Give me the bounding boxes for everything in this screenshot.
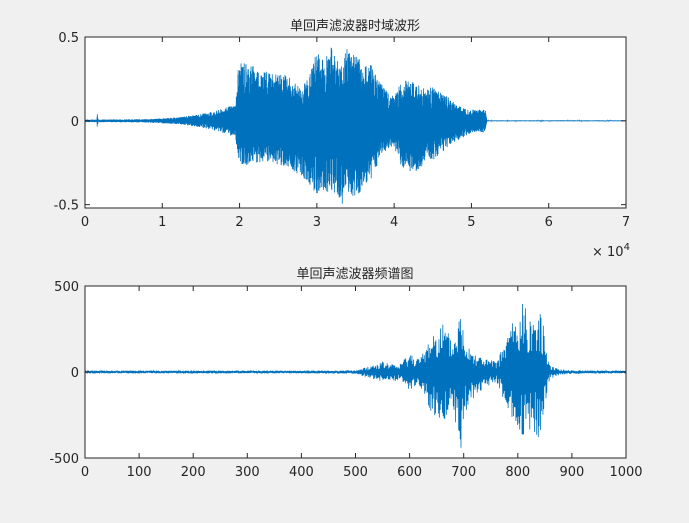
x-tick-label: 200 bbox=[181, 465, 206, 480]
axes-box-spectrum bbox=[84, 285, 627, 459]
x-exponent-label: × 104 bbox=[592, 242, 630, 260]
x-tick-label: 4 bbox=[390, 215, 398, 230]
axes-spectrum: 单回声滤波器频谱图 0 100 200 300 400 500 600 700 800 900 10… bbox=[49, 267, 642, 480]
y-tick-label: 0 bbox=[71, 366, 79, 381]
chart-title-time: 单回声滤波器时域波形 bbox=[290, 19, 420, 34]
y-tick-label: 0.5 bbox=[58, 31, 79, 46]
chart-title-spectrum: 单回声滤波器频谱图 bbox=[296, 267, 413, 282]
y-tick-label: -500 bbox=[49, 452, 79, 467]
x-tick-label: 100 bbox=[127, 465, 152, 480]
x-exponent-power: 4 bbox=[624, 242, 630, 253]
axes-time-domain: 单回声滤波器时域波形 0 1 2 3 4 5 6 7-0.500.5 × 104 bbox=[54, 19, 631, 260]
x-tick-label: 5 bbox=[467, 215, 475, 230]
axes-box-time bbox=[84, 36, 627, 209]
series-line bbox=[84, 303, 627, 448]
x-tick-label: 700 bbox=[451, 465, 476, 480]
x-tick-label: 2 bbox=[235, 215, 243, 230]
x-tick-label: 1000 bbox=[609, 465, 642, 480]
x-tick-label: 3 bbox=[313, 215, 321, 230]
y-tick-label: 500 bbox=[54, 280, 79, 295]
x-tick-label: 400 bbox=[289, 465, 314, 480]
series-line bbox=[84, 47, 627, 204]
x-tick-label: 500 bbox=[343, 465, 368, 480]
axis-ticks-time: 0 1 2 3 4 5 6 7-0.500.5 bbox=[54, 31, 631, 230]
x-tick-label: 900 bbox=[559, 465, 584, 480]
x-tick-label: 7 bbox=[622, 215, 630, 230]
x-tick-label: 800 bbox=[505, 465, 530, 480]
x-tick-label: 1 bbox=[158, 215, 166, 230]
series-spectrum bbox=[84, 303, 627, 448]
x-tick-label: 6 bbox=[545, 215, 553, 230]
x-tick-label: 600 bbox=[397, 465, 422, 480]
x-exponent-base: × 10 bbox=[592, 245, 624, 260]
x-tick-label: 0 bbox=[81, 215, 89, 230]
y-tick-label: -0.5 bbox=[54, 199, 79, 214]
series-time-waveform bbox=[84, 47, 627, 204]
x-tick-label: 0 bbox=[81, 465, 89, 480]
x-tick-label: 300 bbox=[235, 465, 260, 480]
y-tick-label: 0 bbox=[71, 115, 79, 130]
